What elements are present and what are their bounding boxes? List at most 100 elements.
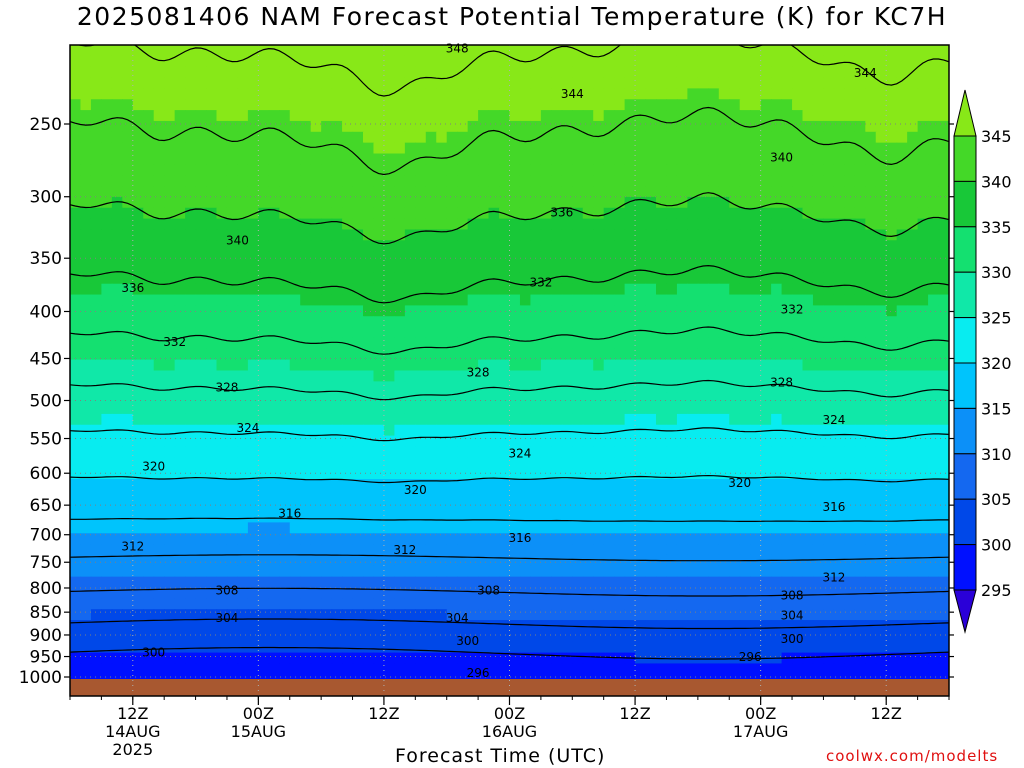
theta-cell [896,262,908,274]
theta-cell [624,272,636,285]
theta-cell [185,207,197,220]
theta-cell [258,196,270,209]
theta-cell [656,207,668,220]
theta-cell [394,88,406,100]
theta-cell [823,251,835,263]
theta-cell [143,327,155,339]
theta-cell [572,294,584,306]
theta-cell [467,218,479,231]
theta-cell [499,240,511,252]
theta-cell [551,457,563,469]
theta-cell [792,55,804,68]
theta-cell [844,489,856,502]
theta-cell [530,565,542,578]
theta-cell [635,522,647,534]
theta-cell [321,316,333,328]
theta-cell [928,131,940,144]
theta-cell [551,283,563,296]
theta-cell [488,403,500,415]
theta-cell [70,479,82,491]
theta-cell [457,337,469,350]
theta-cell [907,164,919,176]
theta-cell [530,229,542,241]
theta-cell [865,652,877,665]
theta-cell [833,620,845,632]
theta-cell [603,392,615,404]
theta-cell [833,576,845,589]
theta-cell [656,66,668,79]
theta-cell [739,511,751,523]
theta-cell [729,544,741,556]
theta-cell [875,272,887,285]
theta-cell [122,468,134,480]
theta-cell [750,77,762,89]
theta-cell [771,609,783,621]
theta-cell [488,153,500,165]
theta-cell [111,500,123,513]
theta-cell [174,370,186,382]
theta-cell [635,77,647,89]
theta-cell [823,77,835,89]
theta-cell [530,131,542,144]
theta-cell [739,218,751,231]
theta-cell [854,457,866,469]
theta-cell [760,403,772,415]
theta-cell [603,598,615,610]
theta-cell [750,468,762,480]
theta-cell [373,511,385,523]
theta-cell [289,153,301,165]
theta-cell [708,99,720,111]
theta-cell [446,630,458,643]
theta-cell [425,620,437,632]
theta-cell [687,446,699,458]
theta-cell [666,186,678,198]
theta-cell [247,196,259,209]
theta-cell [488,544,500,556]
theta-cell [363,240,375,252]
theta-cell [111,327,123,339]
theta-cell [582,424,594,437]
theta-cell [436,164,448,176]
theta-cell [488,196,500,209]
theta-cell [425,381,437,393]
theta-cell [540,66,552,79]
theta-cell [551,413,563,426]
theta-cell [425,392,437,404]
theta-cell [729,359,741,372]
theta-cell [80,262,92,274]
theta-cell [739,186,751,198]
theta-cell [875,522,887,534]
theta-cell [101,413,113,426]
theta-cell [823,630,835,643]
theta-cell [854,489,866,502]
theta-cell [111,88,123,100]
theta-cell [436,218,448,231]
theta-cell [425,544,437,556]
theta-cell [708,663,720,675]
theta-cell [530,522,542,534]
theta-cell [666,576,678,589]
theta-cell [928,511,940,523]
theta-cell [593,196,605,209]
theta-cell [132,251,144,263]
theta-cell [812,609,825,621]
theta-cell [792,348,804,361]
theta-cell [561,110,573,122]
theta-cell [216,316,228,328]
theta-cell [865,77,877,89]
theta-cell [478,283,490,296]
theta-cell [865,663,877,675]
theta-cell [917,153,929,165]
theta-cell [666,164,678,176]
theta-cell [436,262,448,274]
theta-cell [446,587,458,599]
theta-cell [132,620,144,632]
theta-cell [614,251,626,263]
theta-cell [436,500,448,513]
theta-cell [404,392,416,404]
theta-cell [101,110,113,122]
theta-cell [164,77,176,89]
theta-cell [352,370,364,382]
theta-cell [467,663,479,675]
theta-cell [499,598,511,610]
